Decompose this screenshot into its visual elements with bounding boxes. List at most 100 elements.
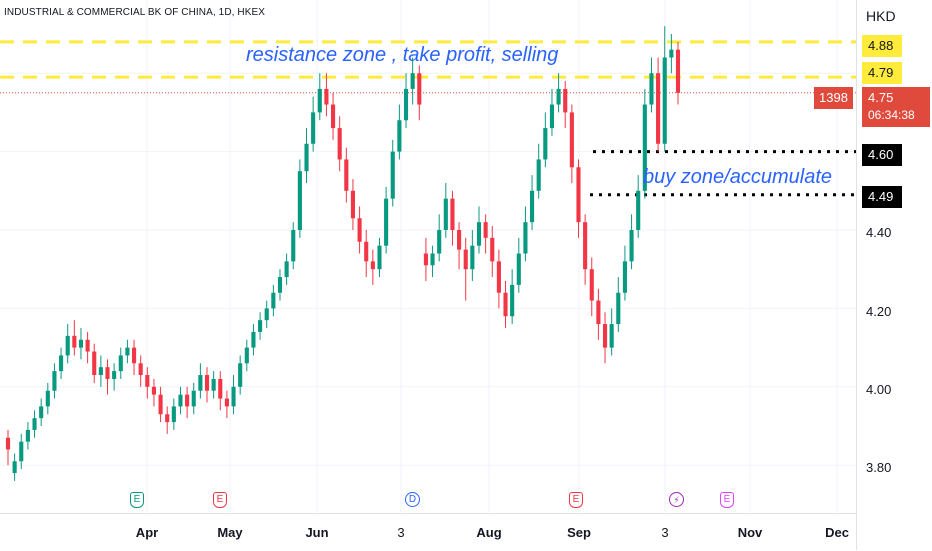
resistance-zone-label: resistance zone , take profit, selling: [246, 44, 559, 66]
candle: [344, 147, 349, 203]
candle-body: [430, 253, 435, 266]
candle: [224, 390, 229, 419]
candle: [198, 363, 203, 399]
candle-body: [32, 418, 37, 430]
candle: [669, 34, 674, 74]
candle-body: [636, 190, 641, 230]
price-tick-label: 3.80: [866, 460, 892, 475]
candle-body: [92, 351, 97, 376]
candle: [131, 339, 137, 376]
candle: [377, 237, 382, 278]
candle-body: [291, 230, 296, 262]
price-tick-label: 4.00: [866, 382, 892, 397]
candle: [350, 179, 356, 230]
candle: [244, 339, 249, 372]
time-label: May: [217, 525, 243, 540]
candle-body: [52, 371, 57, 391]
candle: [437, 214, 442, 262]
candle: [357, 206, 362, 254]
candle: [589, 257, 594, 317]
candle: [583, 214, 588, 285]
candle: [191, 382, 196, 415]
candle: [629, 214, 634, 270]
bar-countdown: 06:34:38: [868, 108, 915, 122]
candle: [636, 175, 641, 238]
candle-body: [583, 222, 588, 270]
candle-body: [403, 88, 409, 121]
candle-body: [78, 339, 84, 348]
candle: [457, 222, 462, 270]
candle-body: [390, 151, 395, 199]
earnings-event-icon[interactable]: E: [569, 492, 583, 508]
earnings-event-icon[interactable]: E: [720, 492, 734, 508]
candle: [510, 269, 515, 325]
candle: [450, 190, 455, 246]
candle: [364, 230, 369, 278]
candle-body: [675, 49, 681, 93]
candle-body: [39, 406, 44, 419]
candle: [675, 41, 681, 105]
candle-body: [238, 363, 243, 387]
candle: [218, 371, 223, 411]
buy-high-badge: 4.60: [862, 144, 902, 166]
candle: [112, 363, 117, 391]
candle: [403, 73, 409, 129]
candle: [417, 65, 422, 121]
candle: [204, 367, 210, 403]
candle-body: [496, 261, 501, 293]
candle-body: [543, 128, 548, 160]
candle: [238, 355, 243, 395]
currency-label[interactable]: HKD: [866, 8, 896, 24]
symbol-title: INDUSTRIAL & COMMERCIAL BK OF CHINA, 1D,…: [4, 7, 266, 18]
candle: [602, 312, 608, 364]
candle-body: [65, 335, 70, 356]
time-label: Aug: [476, 525, 502, 540]
candle-body: [258, 320, 263, 332]
time-label: Nov: [737, 525, 763, 540]
candle: [656, 57, 661, 152]
candle-body: [284, 261, 289, 278]
candle: [151, 378, 156, 407]
split-event-icon[interactable]: ⚡: [669, 492, 684, 507]
candle: [576, 159, 581, 238]
candle: [165, 406, 170, 434]
candle: [118, 347, 123, 379]
buy-low-badge: 4.49: [862, 186, 902, 208]
candle: [410, 57, 415, 105]
candle: [185, 386, 190, 419]
candle: [516, 237, 521, 293]
candle-body: [191, 390, 196, 407]
time-axis[interactable]: [0, 513, 856, 551]
candle: [12, 453, 17, 481]
candle-body: [25, 429, 30, 442]
dividend-event-icon[interactable]: D: [405, 492, 420, 507]
candle: [503, 280, 508, 328]
candle-body: [264, 308, 269, 321]
candle: [549, 88, 555, 136]
earnings-event-icon[interactable]: E: [213, 492, 227, 508]
candle-body: [72, 335, 77, 348]
candle-body: [669, 49, 674, 58]
candle-body: [510, 284, 515, 317]
candle-body: [297, 171, 302, 230]
earnings-event-icon[interactable]: E: [130, 492, 144, 508]
candle: [490, 226, 495, 278]
candle-body: [304, 143, 309, 172]
last-price-value: 4.75: [868, 90, 894, 105]
candle-body: [85, 339, 90, 352]
candle-body: [423, 253, 428, 266]
candle-body: [317, 88, 322, 113]
candle-body: [516, 253, 521, 285]
candle-body: [158, 394, 163, 415]
candle-body: [185, 394, 190, 407]
candle: [284, 253, 289, 285]
candle: [662, 26, 667, 152]
candle: [569, 104, 574, 183]
candle-body: [556, 88, 561, 105]
candle: [297, 159, 302, 238]
candle: [536, 143, 541, 199]
time-label: 3: [661, 525, 669, 540]
candle-body: [569, 112, 574, 168]
